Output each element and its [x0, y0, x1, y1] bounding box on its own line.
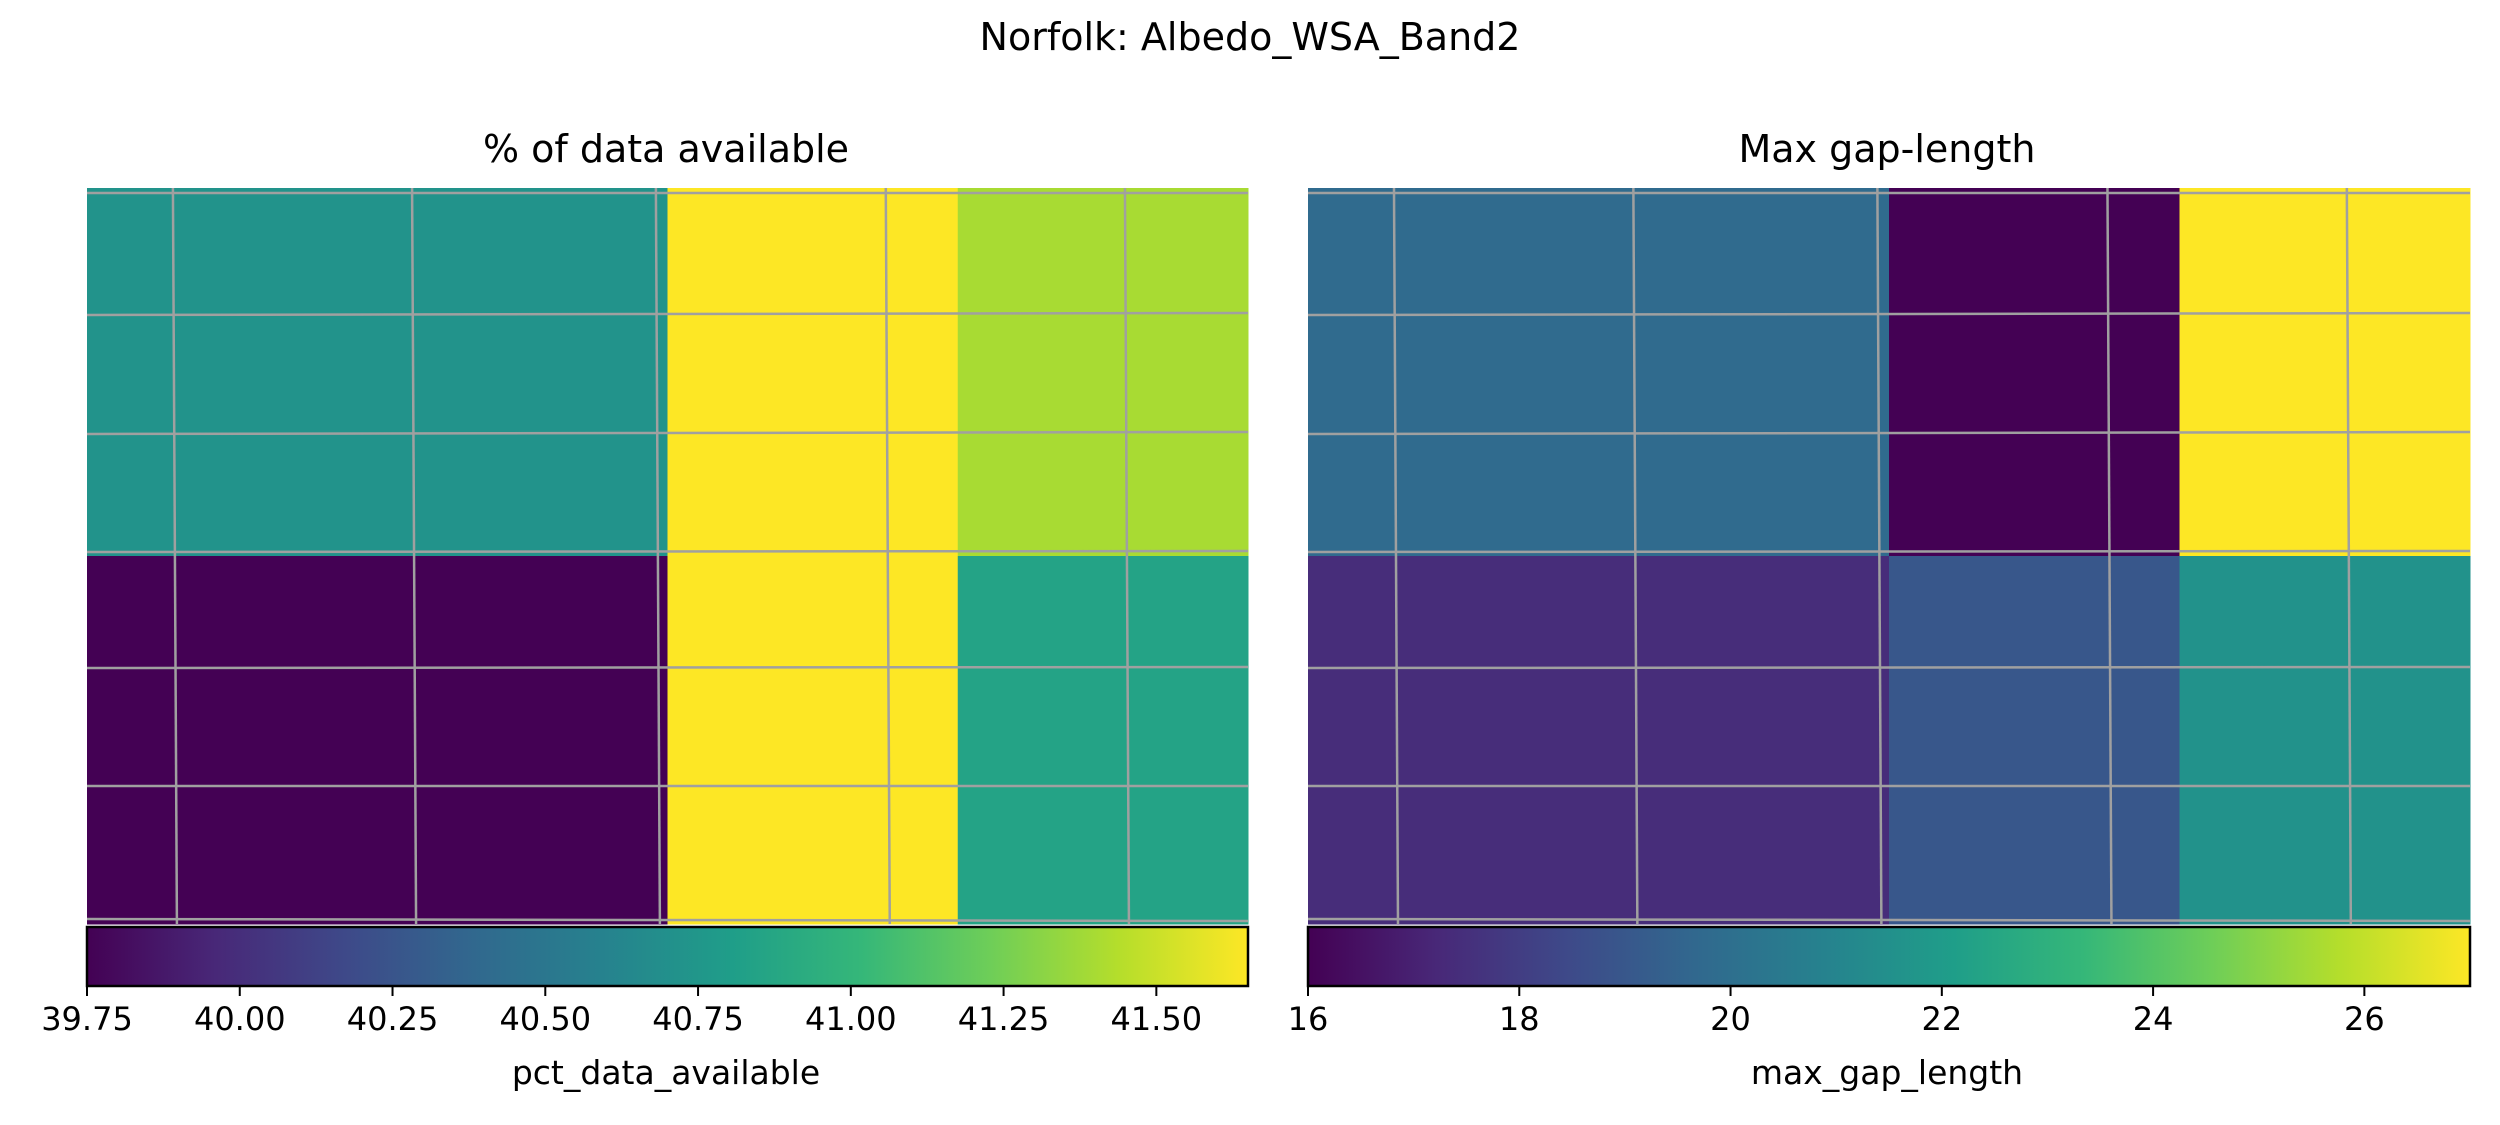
heatmap-cell: [957, 556, 1249, 925]
graticule-line: [1307, 917, 2471, 923]
graticule-line: [86, 430, 1249, 436]
colorbar-tick-label: 18: [1499, 1000, 1540, 1038]
graticule-line: [1392, 187, 1400, 925]
colorbar-tick-label: 22: [1921, 1000, 1962, 1038]
graticule-line: [171, 187, 179, 925]
panel-title: Max gap-length: [1738, 127, 2035, 171]
colorbar-tick-label: 24: [2133, 1000, 2174, 1038]
panel-pct-data-available: % of data available 39.75 40.00 40.25 40.50…: [41, 127, 1250, 1092]
colorbar-tick-label: 40.75: [652, 1000, 744, 1038]
graticule-line: [2345, 187, 2353, 925]
heatmap-cells: [1308, 188, 2471, 925]
colorbar: 39.75 40.00 40.25 40.50 40.75 41.00 41.25 41.50: [41, 925, 1250, 1038]
graticule-line: [86, 917, 1249, 923]
colorbar-tick-label: 40.00: [194, 1000, 286, 1038]
graticule-line: [1123, 187, 1131, 925]
colorbar-gradient: [1306, 925, 2472, 988]
colorbar-tick-label: 40.50: [499, 1000, 591, 1038]
colorbar-tick-label: 26: [2344, 1000, 2385, 1038]
panel-title: % of data available: [483, 127, 849, 171]
figure-suptitle: Norfolk: Albedo_WSA_Band2: [980, 15, 1521, 59]
graticule-line: [884, 187, 892, 925]
colorbar-tick-label: 41.00: [805, 1000, 897, 1038]
graticule-line: [1307, 549, 2471, 554]
colorbar-tick-label: 41.50: [1111, 1000, 1203, 1038]
graticule-line: [1307, 665, 2471, 670]
heatmap-cell: [957, 188, 1249, 557]
colorbar: 16 18 20 22 24 26: [1288, 925, 2472, 1038]
colorbar-gradient: [85, 925, 1250, 988]
graticule-line: [86, 665, 1249, 670]
heatmap-cell: [87, 188, 668, 557]
colorbar-tick-label: 16: [1288, 1000, 1329, 1038]
graticule-line: [1876, 187, 1883, 925]
graticule-line: [410, 187, 418, 925]
graticule-line: [2106, 187, 2113, 925]
heatmap-cells: [87, 188, 1249, 925]
heatmap-cell: [1889, 188, 2180, 557]
colorbar-tick-label: 39.75: [41, 1000, 133, 1038]
graticule-line: [86, 549, 1249, 554]
graticule-line: [86, 311, 1249, 317]
panel-max-gap-length: Max gap-length 16 18 20 22 24 26 max_gap_leng…: [1288, 127, 2472, 1092]
graticule-line: [1632, 187, 1639, 925]
graticule-line: [1307, 430, 2471, 436]
heatmap-cell: [1889, 556, 2180, 925]
heatmap-cell: [2179, 188, 2471, 557]
colorbar-label: pct_data_available: [512, 1053, 820, 1092]
heatmap-cell: [1308, 556, 1890, 925]
heatmap-cell: [87, 556, 668, 925]
map-graticule: [86, 187, 1249, 925]
colorbar-tick-label: 40.25: [347, 1000, 439, 1038]
graticule-line: [1307, 311, 2471, 317]
heatmap-cell: [2179, 556, 2471, 925]
graticule-line: [654, 187, 662, 925]
colorbar-tick-label: 20: [1710, 1000, 1751, 1038]
colorbar-tick-label: 41.25: [958, 1000, 1050, 1038]
colorbar-label: max_gap_length: [1751, 1053, 2023, 1092]
map-graticule: [1307, 187, 2471, 925]
heatmap-cell: [1308, 188, 1890, 557]
heatmap-cell: [667, 188, 959, 557]
heatmap-cell: [667, 556, 959, 925]
